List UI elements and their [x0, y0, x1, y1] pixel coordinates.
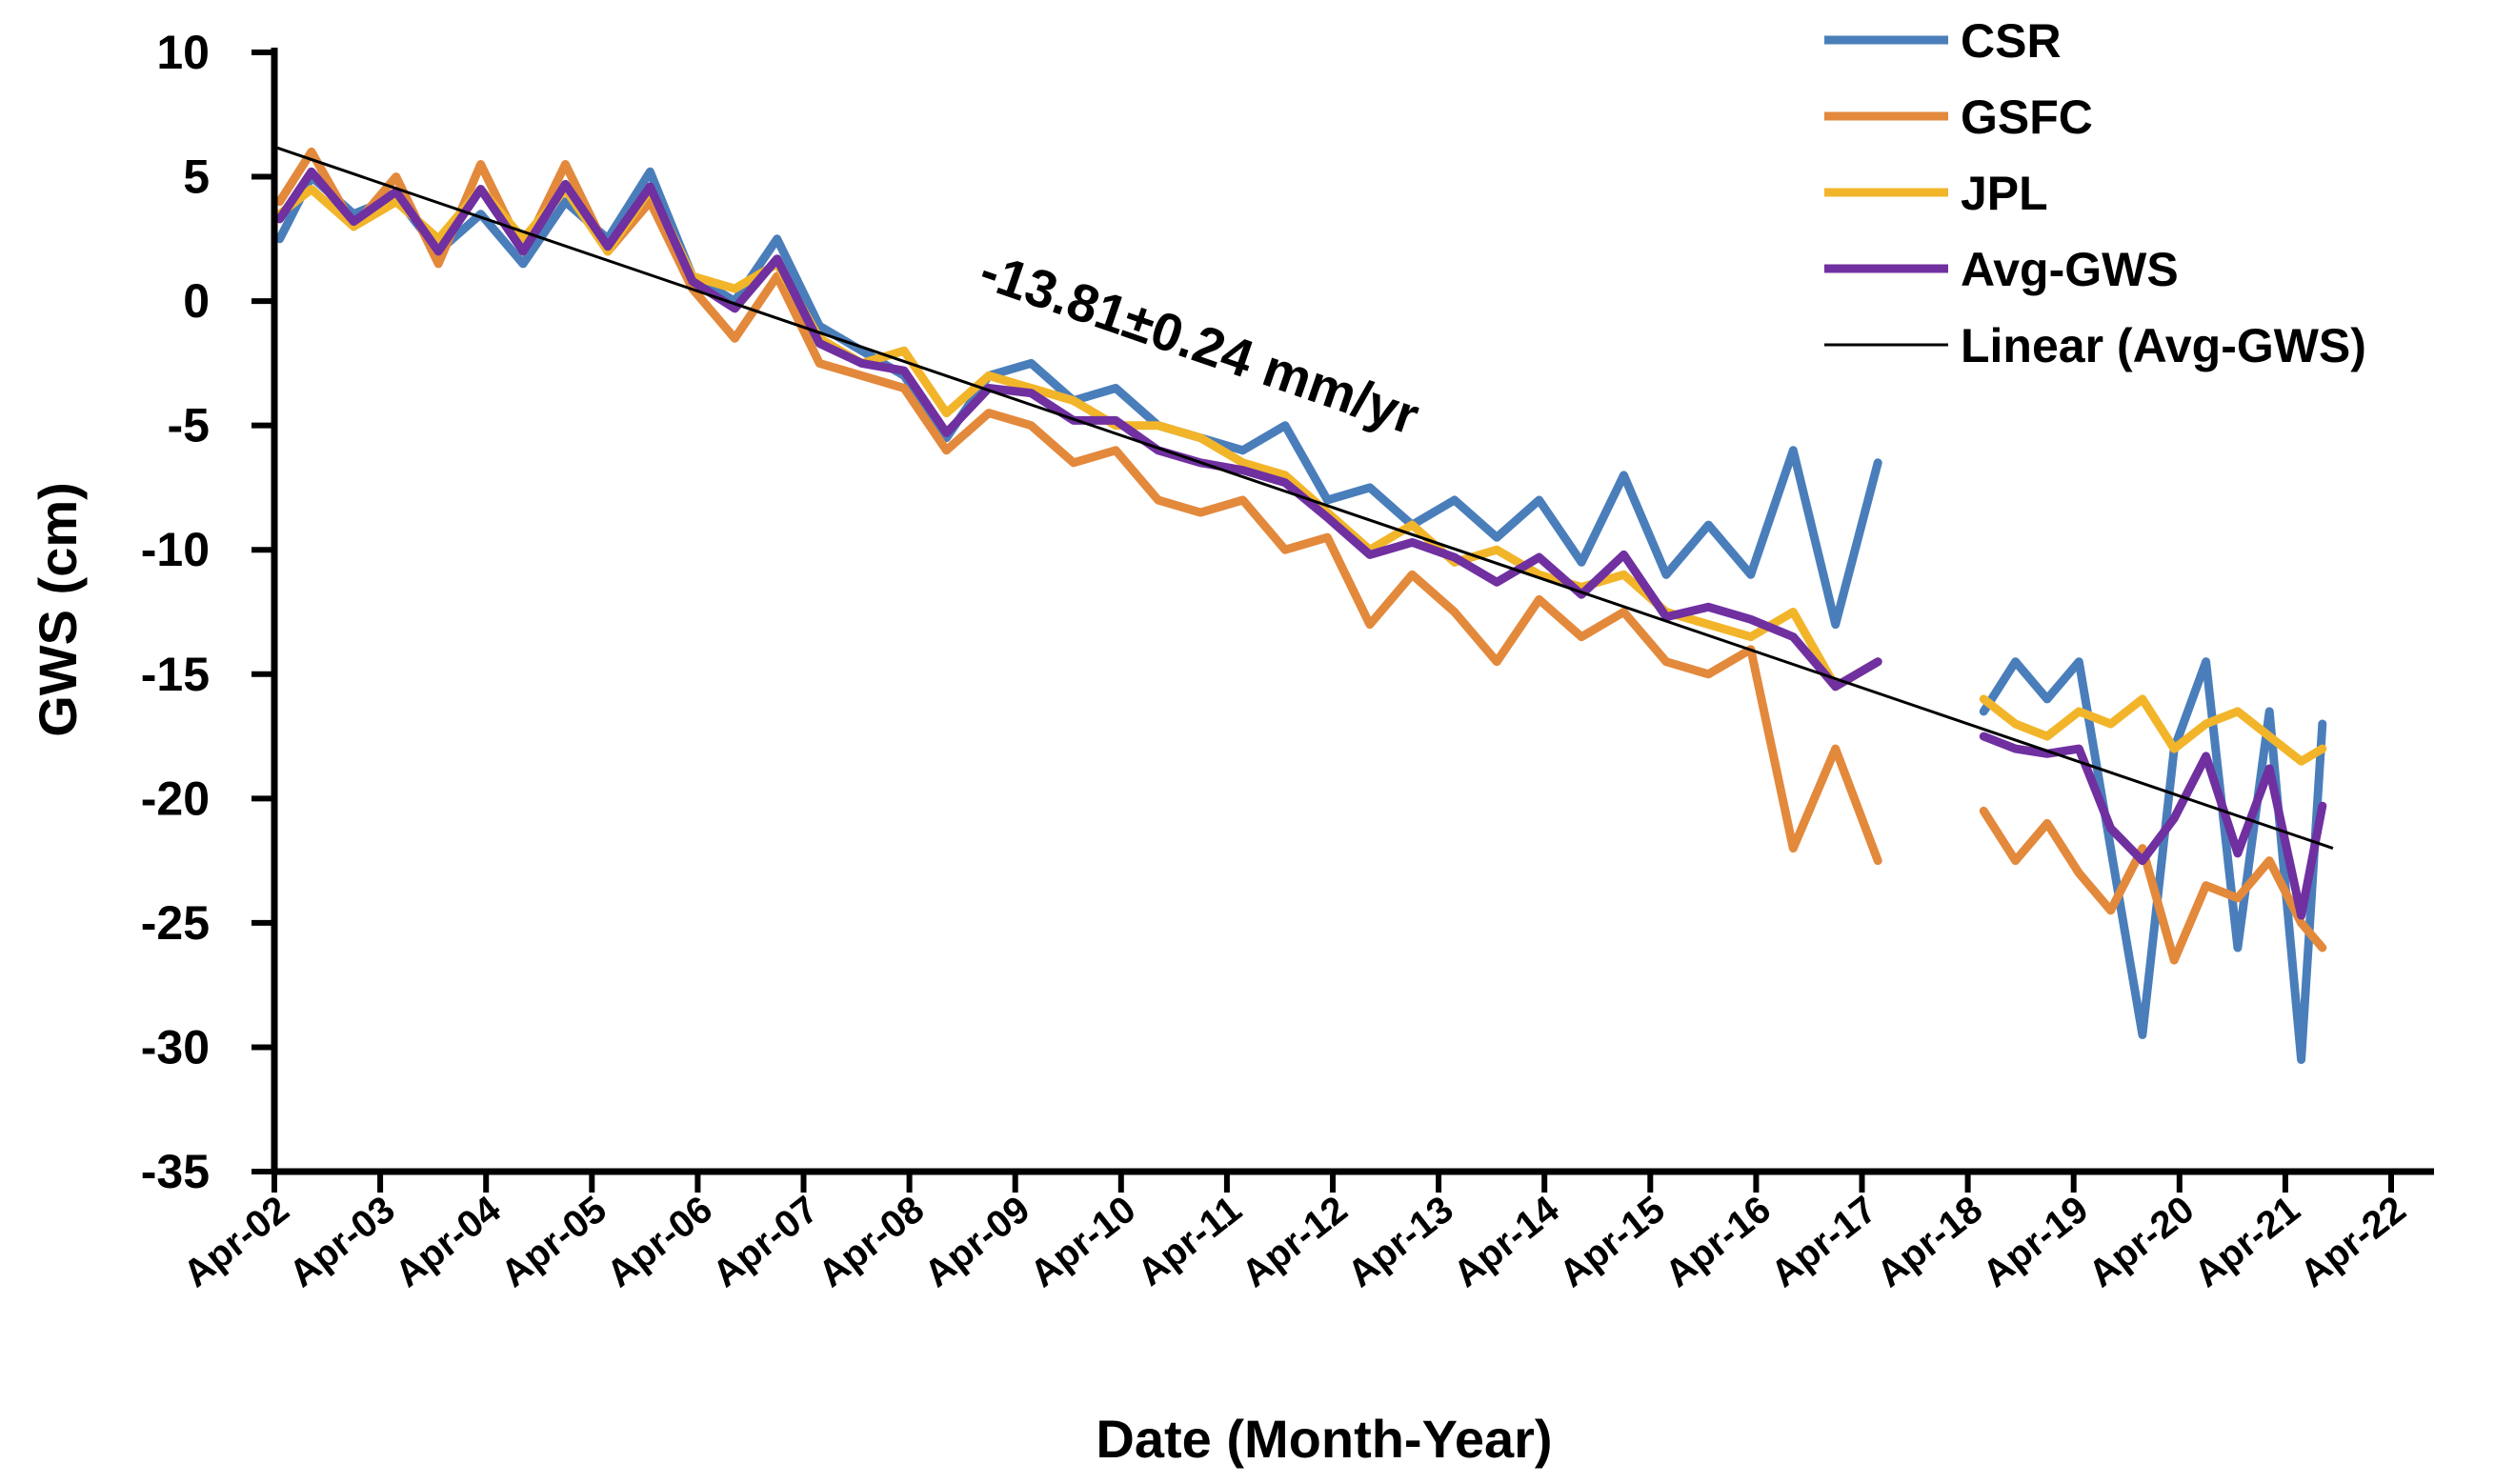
x-tick-label: Apr-08 [811, 1188, 932, 1295]
x-tick-label: Apr-11 [1130, 1188, 1249, 1293]
x-tick-label: Apr-15 [1552, 1188, 1673, 1295]
legend-label-linear-avg-gws: Linear (Avg-GWS) [1961, 319, 2366, 372]
legend: CSR GSFC JPL Avg-GWS Linear (Avg-GWS) [1824, 14, 2366, 372]
y-tick-label: -20 [141, 772, 210, 825]
legend-label-jpl: JPL [1961, 167, 2048, 220]
y-tick-label: -5 [168, 399, 210, 452]
x-tick-label: Apr-20 [2081, 1188, 2202, 1295]
x-tick-label: Apr-21 [2187, 1188, 2308, 1295]
y-ticks: 10 5 0 -5 -10 -15 -20 -25 -30 -35 [141, 26, 274, 1198]
series-line-gsfc [1979, 806, 2327, 965]
y-tick-label: -25 [141, 896, 210, 950]
y-tick-label: -15 [141, 648, 210, 701]
y-tick-label: 10 [156, 26, 210, 79]
y-axis-title: GWS (cm) [28, 482, 88, 737]
x-tick-label: Apr-18 [1869, 1188, 1990, 1295]
series-line-avg-gws [275, 167, 1882, 692]
y-tick-label: -10 [141, 523, 210, 576]
y-tick-label: -35 [141, 1145, 210, 1198]
x-tick-label: Apr-07 [705, 1188, 826, 1295]
x-axis-title: Date (Month-Year) [1096, 1409, 1552, 1469]
x-ticks: Apr-02Apr-03Apr-04Apr-05Apr-06Apr-07Apr-… [176, 1172, 2414, 1295]
legend-label-csr: CSR [1961, 14, 2062, 68]
series-line-jpl [1979, 694, 2327, 766]
x-tick-label: Apr-12 [1235, 1188, 1356, 1295]
x-tick-label: Apr-10 [1022, 1188, 1143, 1295]
x-tick-label: Apr-14 [1446, 1188, 1568, 1295]
series-line-avg-gws [1979, 732, 2327, 920]
x-tick-label: Apr-16 [1658, 1188, 1779, 1295]
x-tick-label: Apr-05 [493, 1188, 614, 1295]
x-tick-label: Apr-03 [282, 1188, 403, 1295]
x-tick-label: Apr-04 [388, 1188, 510, 1295]
x-tick-label: Apr-17 [1763, 1188, 1884, 1295]
trend-line [273, 145, 2334, 850]
x-tick-label: Apr-22 [2293, 1188, 2414, 1295]
x-tick-label: Apr-06 [599, 1188, 720, 1295]
x-tick-label: Apr-19 [1975, 1188, 2096, 1295]
x-tick-label: Apr-13 [1340, 1188, 1461, 1295]
y-tick-label: 0 [183, 274, 210, 328]
x-tick-label: Apr-02 [176, 1188, 297, 1295]
x-tick-label: Apr-09 [916, 1188, 1037, 1295]
legend-label-gsfc: GSFC [1961, 90, 2093, 144]
y-tick-label: 5 [183, 150, 210, 204]
y-tick-label: -30 [141, 1020, 210, 1073]
legend-label-avg-gws: Avg-GWS [1961, 243, 2179, 296]
trend-annotation: -13.81±0.24 mm/yr [973, 240, 1426, 447]
